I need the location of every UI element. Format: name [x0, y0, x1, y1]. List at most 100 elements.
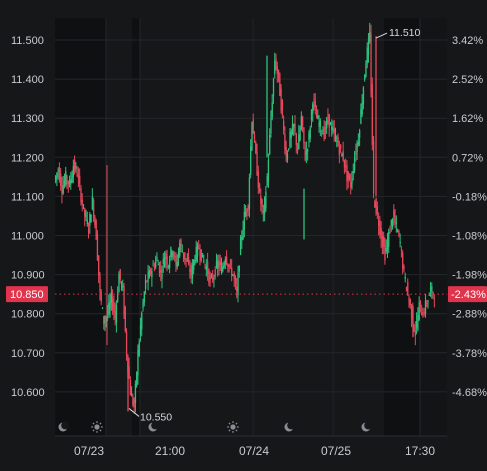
- candle-body: [151, 271, 153, 278]
- candle-body: [204, 264, 206, 266]
- y-tick-label: 11.400: [11, 74, 44, 86]
- moon-icon: [364, 421, 373, 430]
- candle-body: [108, 303, 110, 315]
- candle-body: [180, 240, 182, 245]
- candle-body: [156, 257, 158, 261]
- candle-body: [331, 126, 333, 130]
- candle-body: [394, 218, 396, 223]
- candle-body: [72, 166, 75, 177]
- candle-body: [217, 260, 219, 269]
- candle-body: [219, 261, 221, 266]
- candle-body: [242, 228, 244, 239]
- candle-body: [158, 262, 161, 275]
- candle-body: [374, 201, 376, 208]
- candle-body: [262, 210, 265, 213]
- candle-body: [416, 321, 418, 328]
- candle-body: [293, 123, 295, 128]
- candle-body: [362, 87, 365, 105]
- candle-body: [347, 171, 349, 180]
- candle-body: [328, 114, 330, 128]
- candle-body: [284, 133, 286, 150]
- x-tick-label: 07/25: [321, 444, 351, 458]
- candle-body: [124, 306, 126, 332]
- candle-body: [338, 146, 341, 156]
- candle-body: [426, 303, 428, 305]
- candle-body: [109, 300, 111, 309]
- candle-body: [247, 206, 249, 211]
- candle-body: [271, 102, 273, 118]
- candle-body: [299, 128, 301, 141]
- y-tick-label: 11.500: [11, 35, 44, 47]
- candle-body: [58, 167, 61, 181]
- candle-body: [283, 120, 285, 130]
- candle-body: [255, 142, 257, 153]
- candle-body: [87, 229, 90, 232]
- candle-body: [131, 394, 133, 397]
- candle-body: [146, 281, 148, 283]
- pct-tick-label: -4.68%: [452, 387, 487, 399]
- candle-body: [157, 264, 159, 266]
- candle-body: [418, 302, 420, 320]
- candle-body: [264, 197, 266, 214]
- candle-body: [365, 63, 367, 78]
- candle-body: [419, 300, 422, 305]
- candle-body: [186, 260, 189, 262]
- candle-body: [353, 158, 356, 171]
- candle-body: [433, 298, 436, 300]
- candle-body: [414, 330, 417, 336]
- candle-body: [429, 288, 432, 291]
- candle-body: [369, 32, 371, 42]
- candle-body: [62, 185, 64, 194]
- candle-body: [367, 38, 370, 56]
- candle-body: [383, 236, 385, 248]
- candle-body: [324, 128, 327, 131]
- candle-body: [313, 98, 315, 102]
- candle-body: [82, 204, 85, 206]
- candle-body: [384, 245, 386, 261]
- candle-body: [67, 181, 69, 184]
- candle-body: [397, 231, 399, 233]
- candle-body: [89, 214, 91, 226]
- candle-body: [120, 283, 123, 285]
- candle-body: [277, 69, 280, 75]
- candle-body: [258, 184, 261, 192]
- candle-body: [308, 133, 310, 140]
- candle-body: [210, 275, 213, 277]
- candle-body: [314, 101, 316, 108]
- candle-body: [96, 234, 99, 260]
- candle-body: [266, 176, 268, 186]
- candle-body: [389, 232, 391, 234]
- candle-body: [84, 208, 86, 217]
- current-pct-label: -2.43%: [451, 289, 486, 301]
- candle-body: [141, 312, 143, 330]
- candle-body: [203, 260, 205, 263]
- x-tick-label: 21:00: [155, 444, 185, 458]
- candle-body: [143, 292, 145, 303]
- candle-body: [188, 257, 190, 264]
- candle-body: [231, 267, 233, 277]
- candle-body: [381, 235, 384, 247]
- current-price-label: 10.850: [10, 289, 44, 301]
- y-tick-label: 10.900: [11, 270, 45, 282]
- candle-body: [427, 300, 429, 303]
- candle-body: [113, 302, 115, 313]
- candle-body: [350, 181, 352, 188]
- candle-body: [352, 171, 354, 173]
- sun-icon: [230, 424, 236, 430]
- sun-icon: [228, 422, 231, 425]
- candle-body: [229, 262, 232, 265]
- candle-body: [104, 320, 106, 323]
- candle-body: [364, 75, 366, 81]
- y-tick-label: 11.200: [11, 152, 44, 164]
- candle-body: [195, 246, 197, 261]
- session-band: [384, 18, 420, 436]
- candle-body: [239, 237, 242, 255]
- candle-body: [345, 166, 347, 168]
- candle-body: [356, 143, 358, 152]
- candle-body: [361, 102, 363, 115]
- candle-body: [323, 126, 325, 140]
- candle-body: [123, 286, 125, 315]
- candle-body: [304, 148, 306, 161]
- candle-body: [432, 292, 434, 295]
- candle-body: [152, 265, 154, 267]
